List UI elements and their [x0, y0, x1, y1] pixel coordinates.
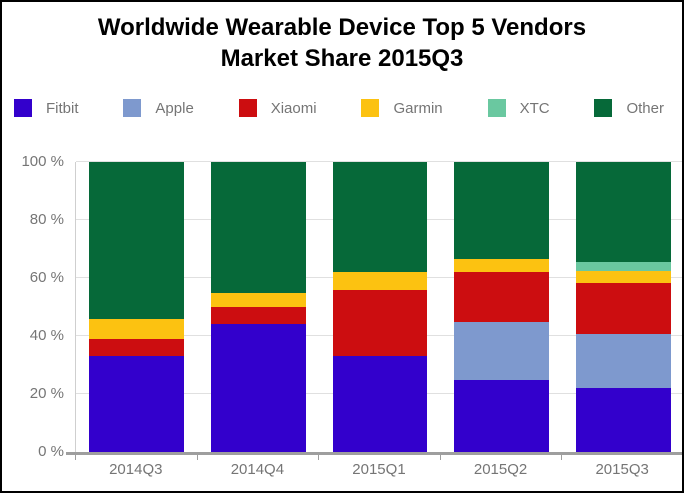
x-axis-label-2015q1: 2015Q1	[352, 461, 406, 478]
bar-segment-other	[332, 162, 428, 273]
y-axis-tick-label: 60 %	[29, 269, 64, 286]
bar-segment-xiaomi	[332, 289, 428, 357]
legend-label: Apple	[155, 99, 194, 117]
gridline-100%	[76, 161, 682, 162]
legend-label: Xiaomi	[270, 99, 317, 117]
bar-segment-other	[454, 162, 549, 260]
bar-segment-fitbit	[210, 324, 306, 452]
legend-item-garmin: Garmin	[361, 99, 443, 117]
bar-segment-fitbit	[454, 379, 549, 452]
legend-swatch-other	[594, 99, 613, 117]
y-axis-tick-label: 40 %	[29, 327, 64, 344]
bar-segment-apple	[454, 321, 549, 380]
bar-slot-2015q3	[562, 162, 682, 452]
stacked-bar-2014q4	[210, 162, 306, 452]
legend-item-xiaomi: Xiaomi	[238, 99, 317, 117]
y-axis-tick-label: 20 %	[29, 385, 64, 402]
legend-swatch-garmin	[361, 99, 380, 117]
chart-title-line2: Market Share 2015Q3	[220, 45, 464, 72]
bar-segment-fitbit	[332, 356, 428, 452]
x-axis-labels: 2014Q3 2014Q4 2015Q1 2015Q2 2015Q3	[75, 461, 682, 478]
bar-segment-apple	[575, 333, 671, 388]
stacked-bar-2014q3	[89, 162, 185, 452]
bar-segment-garmin	[332, 272, 428, 290]
bar-segment-garmin	[454, 259, 549, 273]
chart-title: Worldwide Wearable Device Top 5 Vendors …	[2, 12, 682, 74]
legend-label: Garmin	[393, 99, 443, 117]
bar-segment-xiaomi	[89, 338, 185, 357]
bar-segment-garmin	[89, 318, 185, 339]
bar-group	[76, 162, 682, 452]
legend-swatch-apple	[123, 99, 142, 117]
bar-slot-2014q4	[198, 162, 320, 452]
y-axis-tick-label: 80 %	[29, 211, 64, 228]
legend: Fitbit Apple Xiaomi Garmin XTC Other	[14, 98, 664, 118]
x-axis-tick	[439, 455, 441, 460]
x-axis-tick	[561, 455, 563, 460]
bar-segment-xiaomi	[575, 283, 671, 334]
legend-label: Fitbit	[46, 99, 79, 117]
legend-label: XTC	[519, 99, 550, 117]
x-axis-label-2015q3: 2015Q3	[595, 461, 649, 478]
bar-segment-garmin	[210, 292, 306, 308]
bar-segment-garmin	[575, 271, 671, 284]
legend-label: Other	[626, 99, 664, 117]
x-axis-tick	[196, 455, 198, 460]
bar-slot-2014q3	[76, 162, 198, 452]
bar-slot-2015q2	[441, 162, 563, 452]
bar-segment-other	[210, 162, 306, 293]
legend-swatch-xiaomi	[238, 99, 257, 117]
legend-item-apple: Apple	[123, 99, 194, 117]
stacked-bar-2015q3	[575, 162, 671, 452]
bar-segment-fitbit	[575, 387, 671, 452]
bar-segment-xtc	[575, 261, 671, 272]
x-axis-tick	[75, 455, 76, 460]
x-axis-label-2014q3: 2014Q3	[109, 461, 163, 478]
legend-item-fitbit: Fitbit	[14, 99, 79, 117]
x-axis-label-2015q2: 2015Q2	[473, 461, 528, 478]
x-axis-line	[66, 452, 682, 455]
plot-area	[75, 161, 682, 452]
bar-segment-xiaomi	[210, 307, 306, 325]
bar-segment-other	[575, 162, 671, 262]
chart-title-line1: Worldwide Wearable Device Top 5 Vendors	[97, 14, 587, 41]
stacked-bar-2015q2	[454, 162, 549, 452]
legend-item-xtc: XTC	[487, 99, 550, 117]
bar-segment-xiaomi	[454, 272, 549, 322]
legend-swatch-xtc	[487, 99, 506, 117]
y-axis: 0 % 20 % 40 % 60 % 80 % 100 %	[2, 153, 64, 460]
bar-slot-2015q1	[319, 162, 441, 452]
stacked-bar-2015q1	[332, 162, 428, 452]
legend-swatch-fitbit	[14, 99, 32, 117]
bar-segment-other	[89, 162, 185, 319]
y-axis-tick-label: 0 %	[38, 443, 64, 460]
y-axis-tick-label: 100 %	[21, 153, 64, 170]
x-axis-tick	[318, 455, 320, 460]
x-axis-label-2014q4: 2014Q4	[230, 461, 285, 478]
bar-segment-fitbit	[89, 356, 185, 452]
legend-item-other: Other	[594, 99, 664, 117]
x-axis-ticks	[75, 455, 682, 460]
